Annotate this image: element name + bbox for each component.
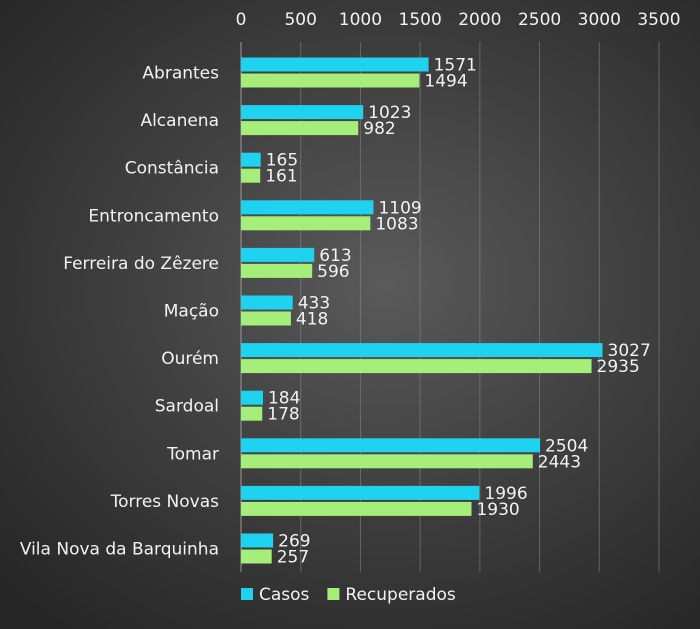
bar-casos — [241, 200, 374, 215]
category-label: Entroncamento — [88, 206, 219, 226]
bar-casos — [241, 295, 293, 310]
data-label-recuperados: 418 — [296, 310, 328, 330]
bar-recuperados — [241, 216, 371, 231]
gridlines — [240, 42, 660, 572]
category-label: Vila Nova da Barquinha — [20, 540, 219, 560]
bar-recuperados — [241, 73, 420, 88]
bar-recuperados — [241, 454, 533, 469]
category-label: Alcanena — [140, 111, 219, 131]
bar-recuperados — [241, 263, 313, 278]
bar-casos — [241, 152, 261, 167]
bar-recuperados — [241, 501, 472, 516]
bar-recuperados — [241, 406, 263, 421]
bar-recuperados — [241, 168, 261, 183]
data-label-casos: 165 — [266, 151, 298, 171]
x-tick-label: 2500 — [518, 10, 561, 30]
category-label: Ourém — [161, 349, 219, 369]
bar-casos — [241, 57, 429, 72]
bar-casos — [241, 247, 315, 262]
data-label-recuperados: 161 — [265, 167, 297, 187]
category-label: Torres Novas — [110, 492, 220, 512]
bars — [241, 57, 603, 564]
data-label-casos: 1571 — [434, 56, 477, 76]
category-label: Constância — [125, 159, 219, 179]
data-label-casos: 433 — [298, 294, 330, 314]
bar-recuperados — [241, 549, 272, 564]
x-tick-label: 500 — [284, 10, 316, 30]
data-label-recuperados: 1083 — [375, 214, 418, 234]
category-label: Sardoal — [155, 397, 219, 417]
data-label-casos: 1109 — [378, 198, 421, 218]
data-label-casos: 1996 — [484, 484, 527, 504]
bar-casos — [241, 343, 603, 358]
x-axis-ticks: 0 500 1000 1500 2000 2500 3000 3500 — [236, 10, 681, 30]
legend: Casos Recuperados — [241, 585, 456, 605]
legend-label-casos: Casos — [259, 585, 310, 605]
data-label-casos: 184 — [268, 389, 300, 409]
legend-swatch-recuperados — [327, 588, 340, 600]
x-tick-label: 1500 — [399, 10, 442, 30]
bar-casos — [241, 438, 541, 453]
bar-recuperados — [241, 311, 291, 326]
data-label-recuperados: 178 — [267, 405, 299, 425]
category-labels: Abrantes Alcanena Constância Entroncamento F… — [20, 64, 219, 560]
data-label-casos: 269 — [278, 532, 310, 552]
data-label-recuperados: 982 — [363, 119, 395, 139]
data-label-casos: 613 — [319, 246, 351, 266]
bar-recuperados — [241, 121, 359, 136]
data-label-recuperados: 257 — [277, 548, 309, 568]
data-label-recuperados: 2935 — [597, 357, 640, 377]
bar-casos — [241, 390, 263, 405]
data-label-recuperados: 1494 — [424, 72, 467, 92]
legend-label-recuperados: Recuperados — [345, 585, 455, 605]
category-label: Ferreira do Zêzere — [63, 254, 219, 274]
bar-recuperados — [241, 359, 592, 374]
x-tick-label: 2000 — [458, 10, 501, 30]
data-label-casos: 3027 — [608, 341, 651, 361]
bar-casos — [241, 105, 364, 120]
data-label-casos: 2504 — [545, 436, 588, 456]
legend-swatch-casos — [241, 588, 253, 600]
x-tick-label: 1000 — [339, 10, 382, 30]
data-label-casos: 1023 — [368, 103, 411, 123]
x-tick-label: 0 — [236, 10, 247, 30]
category-label: Tomar — [166, 444, 219, 464]
x-tick-label: 3000 — [578, 10, 621, 30]
data-label-recuperados: 1930 — [476, 500, 519, 520]
x-tick-label: 3500 — [637, 10, 680, 30]
data-label-recuperados: 2443 — [538, 452, 581, 472]
bar-casos — [241, 533, 274, 548]
category-label: Abrantes — [142, 64, 219, 84]
category-label: Mação — [164, 302, 219, 322]
bar-casos — [241, 485, 480, 500]
data-label-recuperados: 596 — [317, 262, 349, 282]
